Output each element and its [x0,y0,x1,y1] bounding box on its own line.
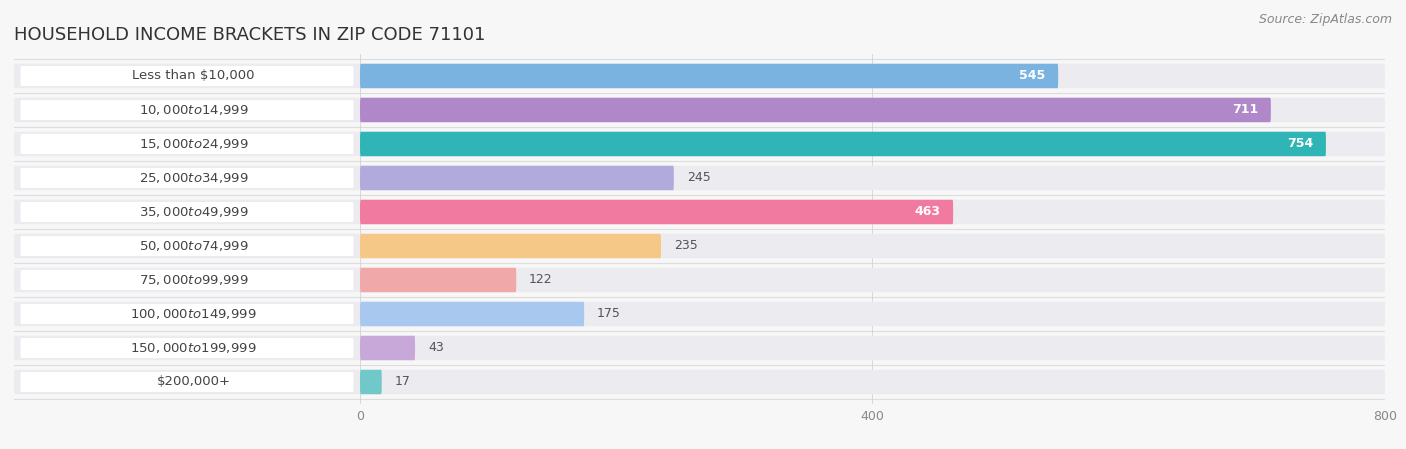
Text: $25,000 to $34,999: $25,000 to $34,999 [139,171,249,185]
FancyBboxPatch shape [14,336,1385,360]
Text: 235: 235 [673,239,697,252]
FancyBboxPatch shape [360,336,415,360]
FancyBboxPatch shape [14,64,1385,88]
FancyBboxPatch shape [21,134,353,154]
Text: Source: ZipAtlas.com: Source: ZipAtlas.com [1258,13,1392,26]
FancyBboxPatch shape [21,66,353,86]
FancyBboxPatch shape [360,268,516,292]
Text: 711: 711 [1232,103,1258,116]
FancyBboxPatch shape [14,370,1385,394]
FancyBboxPatch shape [21,202,353,222]
FancyBboxPatch shape [14,98,1385,122]
FancyBboxPatch shape [360,234,661,258]
FancyBboxPatch shape [360,166,673,190]
Text: 545: 545 [1019,70,1046,83]
FancyBboxPatch shape [14,234,1385,258]
Text: $200,000+: $200,000+ [156,375,231,388]
FancyBboxPatch shape [21,304,353,324]
Text: 175: 175 [598,308,621,321]
Text: $10,000 to $14,999: $10,000 to $14,999 [139,103,249,117]
FancyBboxPatch shape [14,132,1385,156]
FancyBboxPatch shape [360,132,1326,156]
Text: $100,000 to $149,999: $100,000 to $149,999 [131,307,257,321]
FancyBboxPatch shape [21,338,353,358]
FancyBboxPatch shape [360,302,583,326]
FancyBboxPatch shape [360,64,1059,88]
Text: $150,000 to $199,999: $150,000 to $199,999 [131,341,257,355]
Text: $15,000 to $24,999: $15,000 to $24,999 [139,137,249,151]
Text: $35,000 to $49,999: $35,000 to $49,999 [139,205,249,219]
Text: 43: 43 [427,342,444,355]
FancyBboxPatch shape [21,168,353,188]
FancyBboxPatch shape [21,236,353,256]
FancyBboxPatch shape [14,166,1385,190]
FancyBboxPatch shape [360,200,953,224]
FancyBboxPatch shape [21,270,353,290]
FancyBboxPatch shape [360,370,382,394]
FancyBboxPatch shape [14,200,1385,224]
FancyBboxPatch shape [360,98,1271,122]
FancyBboxPatch shape [14,302,1385,326]
FancyBboxPatch shape [14,268,1385,292]
FancyBboxPatch shape [21,372,353,392]
Text: 754: 754 [1286,137,1313,150]
Text: 463: 463 [914,206,941,219]
Text: $50,000 to $74,999: $50,000 to $74,999 [139,239,249,253]
Text: $75,000 to $99,999: $75,000 to $99,999 [139,273,249,287]
Text: 122: 122 [529,273,553,286]
Text: 245: 245 [686,172,710,185]
FancyBboxPatch shape [21,100,353,120]
Text: 17: 17 [395,375,411,388]
Text: HOUSEHOLD INCOME BRACKETS IN ZIP CODE 71101: HOUSEHOLD INCOME BRACKETS IN ZIP CODE 71… [14,26,485,44]
Text: Less than $10,000: Less than $10,000 [132,70,254,83]
